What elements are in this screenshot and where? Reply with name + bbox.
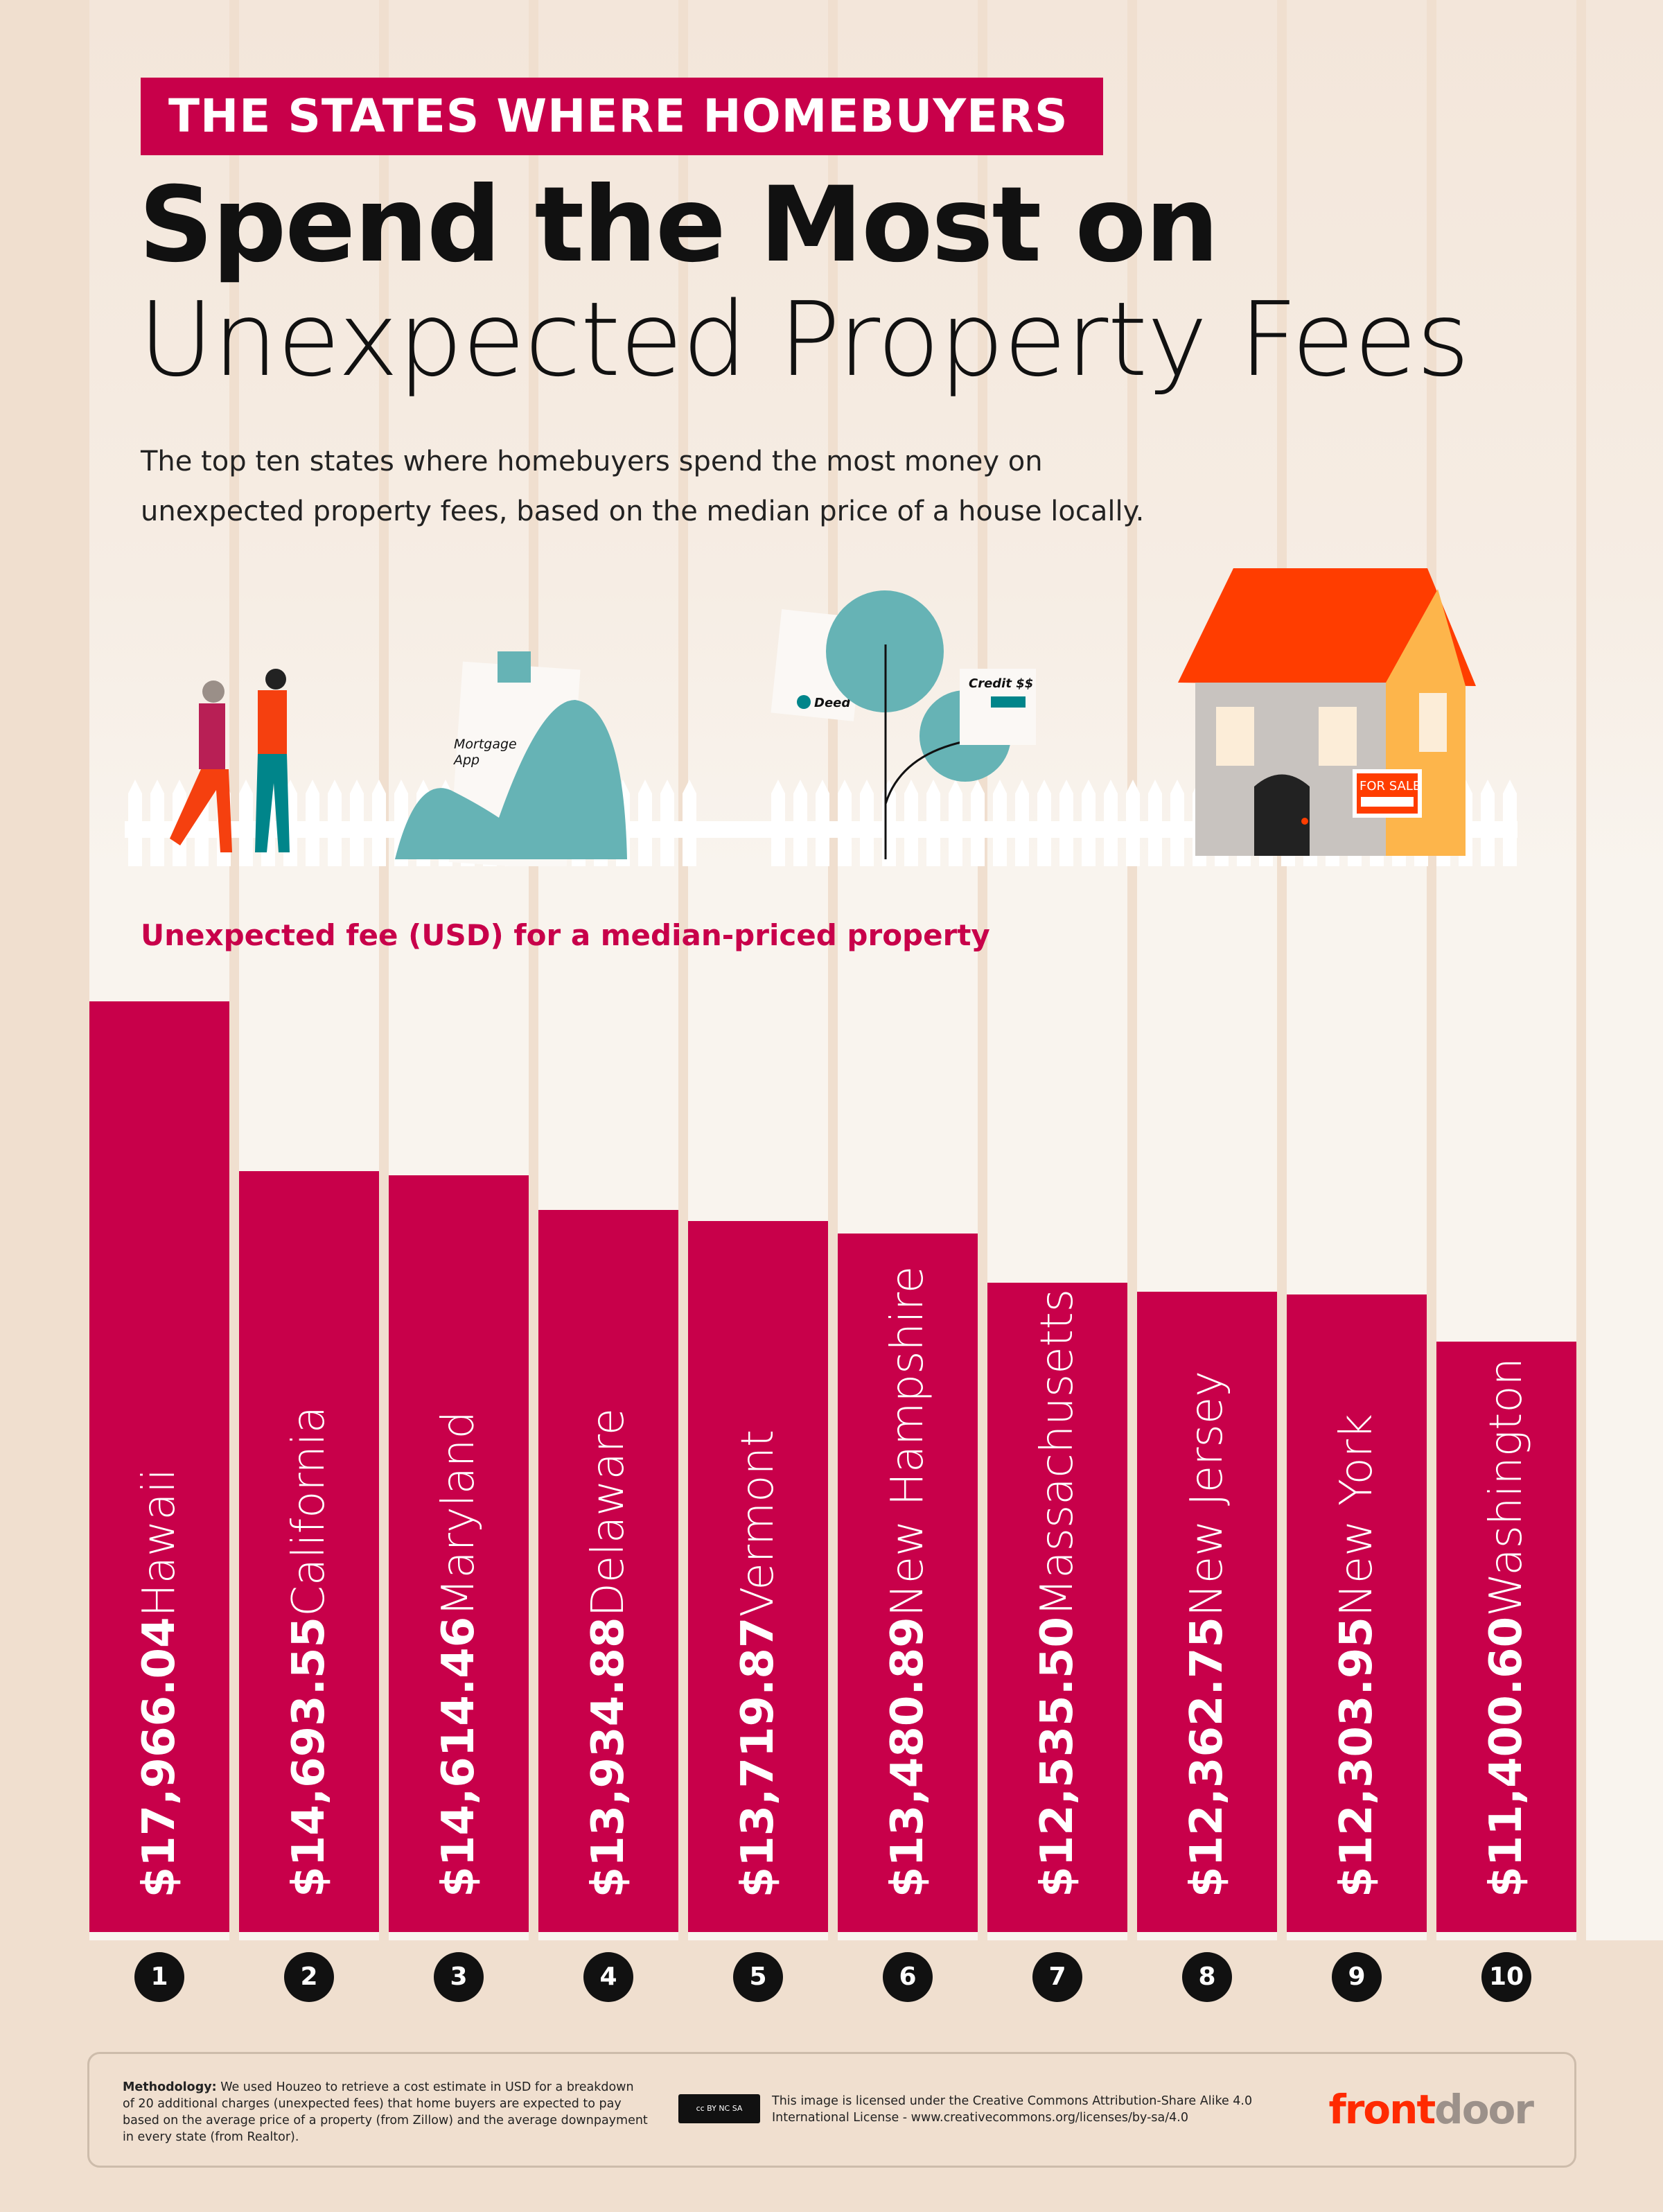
bar-label: $11,400.60Washington (1472, 1341, 1541, 1897)
bar-new-hampshire: $13,480.89New Hampshire (838, 1234, 978, 1932)
methodology-text: Methodology: We used Houzeo to retrieve … (123, 2080, 648, 2144)
credit-document-icon: Credit $$ (960, 669, 1036, 745)
bar-category: New Hampshire (882, 1265, 933, 1617)
bar-new-york: $12,303.95New York (1287, 1294, 1427, 1932)
bar-category: New Jersey (1181, 1371, 1233, 1617)
svg-text:FOR SALE: FOR SALE (1360, 779, 1420, 793)
bar-category: California (283, 1406, 335, 1617)
svg-text:Mortgage: Mortgage (454, 737, 517, 752)
rank-badge: 2 (284, 1952, 334, 2002)
rank-badge: 7 (1032, 1952, 1082, 2002)
rank-badge: 10 (1481, 1952, 1531, 2002)
rank-badge: 5 (733, 1952, 783, 2002)
bar-label: $14,614.46Maryland (424, 1394, 493, 1897)
bar-category: Hawaii (134, 1468, 185, 1617)
bar-massachusetts: $12,535.50Massachusetts (987, 1282, 1127, 1932)
svg-text:Deed: Deed (814, 696, 851, 710)
chart-axis-label: Unexpected fee (USD) for a median-priced… (141, 918, 990, 952)
bar-maryland: $14,614.46Maryland (389, 1175, 529, 1932)
bar-label: $12,535.50Massachusetts (1023, 1272, 1092, 1897)
bar-category: Vermont (732, 1429, 784, 1617)
bar-label: $12,303.95New York (1322, 1397, 1391, 1897)
bar-label: $12,362.75New Jersey (1172, 1354, 1242, 1897)
rank-badge: 3 (434, 1952, 484, 2002)
creative-commons-badge-icon[interactable]: cc BY NC SA (678, 2094, 760, 2123)
bar-category: Delaware (583, 1407, 634, 1617)
bar-value: $12,362.75 (1181, 1617, 1233, 1897)
bar-category: Maryland (433, 1411, 484, 1617)
bar-washington: $11,400.60Washington (1436, 1341, 1576, 1932)
bar-category: Washington (1481, 1358, 1532, 1617)
illustration: Mortgage App Deed Credit $$ FOR SALE (125, 568, 1517, 866)
couple-icon (170, 669, 290, 852)
bar-label: $13,480.89New Hampshire (873, 1249, 942, 1897)
page-title: Spend the Most on (139, 165, 1219, 286)
house-icon (1178, 568, 1476, 856)
bar-value: $12,303.95 (1331, 1617, 1382, 1897)
bar-delaware: $13,934.88Delaware (538, 1210, 678, 1932)
bar-value: $13,480.89 (882, 1617, 933, 1897)
bar-value: $14,693.55 (283, 1617, 335, 1897)
rank-badge: 8 (1182, 1952, 1232, 2002)
bar-value: $12,535.50 (1032, 1617, 1083, 1897)
rank-badge: 1 (134, 1952, 184, 2002)
license-text: This image is licensed under the Creativ… (772, 2094, 1253, 2125)
bar-california: $14,693.55California (239, 1170, 379, 1932)
bar-label: $13,934.88Delaware (574, 1392, 643, 1897)
frontdoor-logo: frontdoor (1328, 2086, 1534, 2133)
bar-label: $17,966.04Hawaii (125, 1452, 194, 1897)
bar-category: New York (1331, 1414, 1382, 1617)
rank-badge: 6 (883, 1952, 933, 2002)
bar-value: $13,934.88 (583, 1617, 634, 1897)
bar-value: $11,400.60 (1481, 1617, 1532, 1897)
bar-label: $14,693.55California (274, 1389, 344, 1897)
mortgage-document-icon: Mortgage App (395, 651, 627, 866)
svg-text:Credit $$: Credit $$ (969, 676, 1033, 691)
bar-vermont: $13,719.87Vermont (688, 1221, 828, 1932)
bar-new-jersey: $12,362.75New Jersey (1137, 1291, 1277, 1932)
title-banner: THE STATES WHERE HOMEBUYERS (141, 78, 1103, 155)
bar-value: $17,966.04 (134, 1617, 185, 1897)
svg-text:App: App (452, 753, 479, 768)
bar-category: Massachusetts (1032, 1289, 1083, 1617)
page-title-light: Unexpected Property Fees (139, 280, 1470, 399)
bar-value: $13,719.87 (732, 1617, 784, 1897)
bar-label: $13,719.87Vermont (723, 1413, 793, 1897)
rank-badge: 4 (583, 1952, 633, 2002)
footer: Methodology: We used Houzeo to retrieve … (87, 2052, 1576, 2168)
bar-hawaii: $17,966.04Hawaii (89, 1001, 229, 1932)
for-sale-sign-icon: FOR SALE (1353, 769, 1422, 818)
bar-value: $14,614.46 (433, 1617, 484, 1897)
rank-badge: 9 (1332, 1952, 1382, 2002)
subtitle: The top ten states where homebuyers spen… (141, 446, 1145, 527)
background-column (1586, 0, 1663, 1940)
